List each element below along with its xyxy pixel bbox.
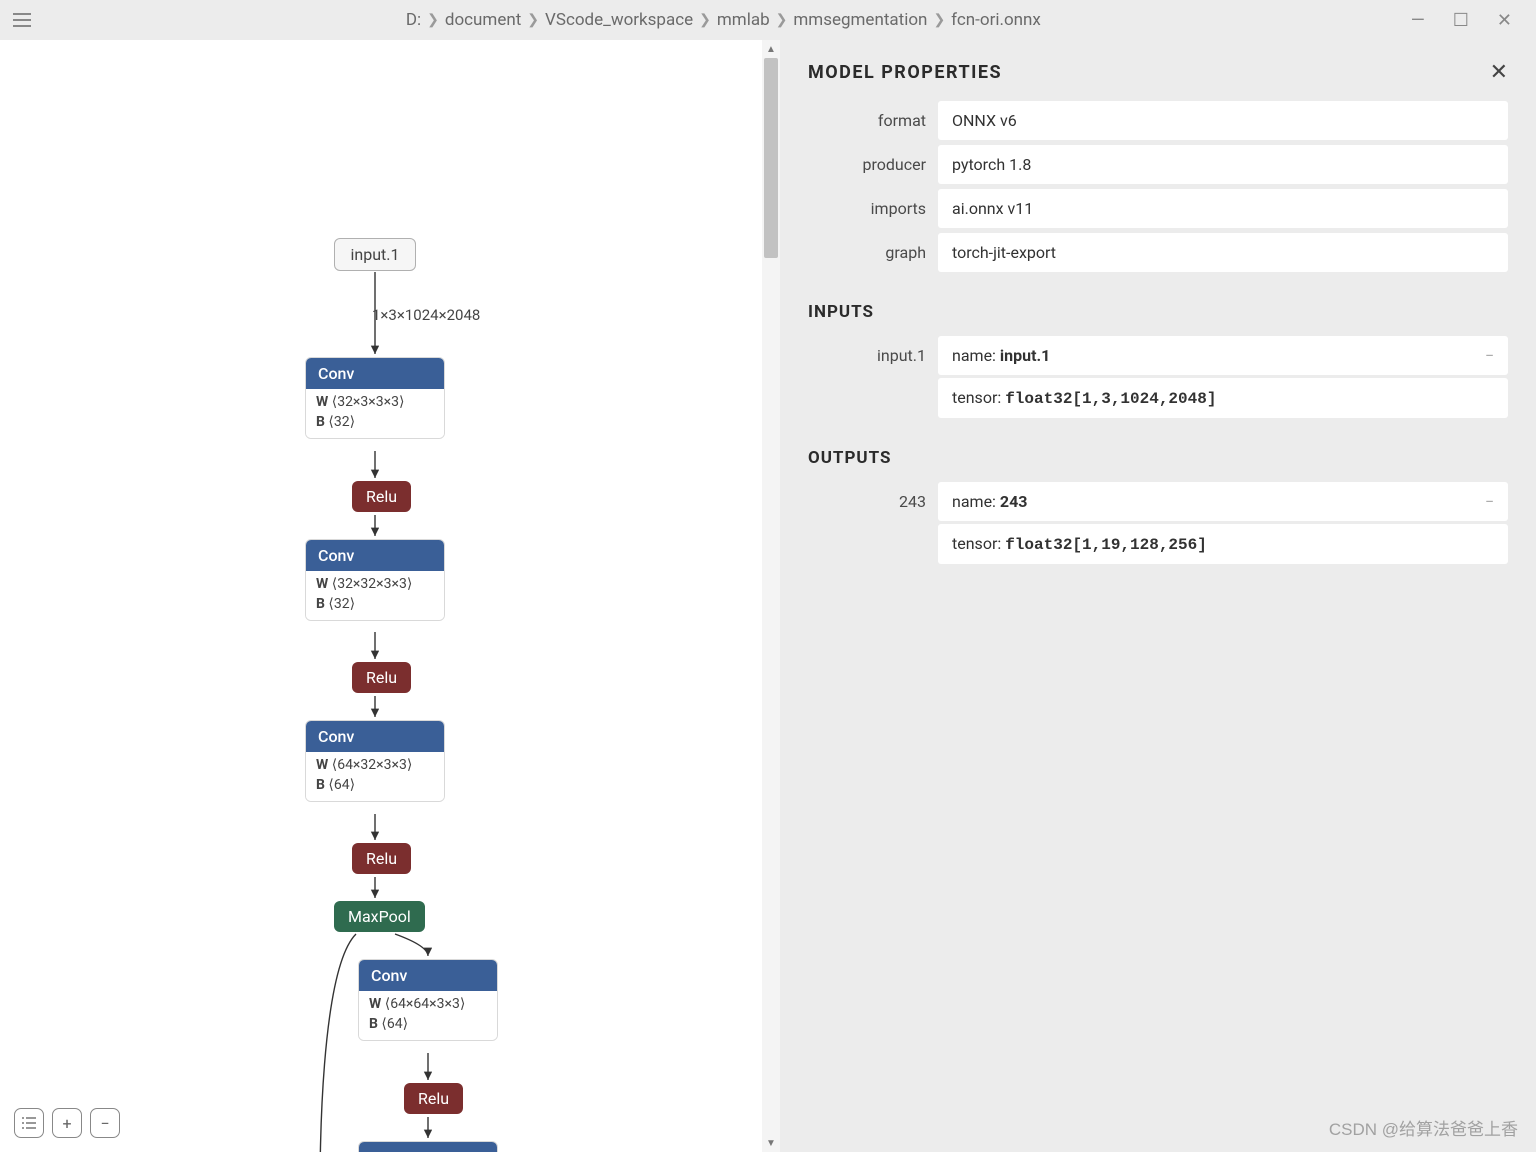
breadcrumb: D: ❯ document ❯ VScode_workspace ❯ mmlab ❯ mmseg… (36, 10, 1411, 30)
breadcrumb-segment[interactable]: document (445, 10, 521, 30)
tensor-dim-label: 1×3×1024×2048 (372, 306, 480, 324)
panel-title: MODEL PROPERTIES (808, 62, 1002, 83)
scrollbar-thumb[interactable] (764, 58, 778, 258)
prop-row-graph: graph torch-jit-export (808, 233, 1508, 272)
watermark: CSDN @给算法爸爸上香 (1329, 1115, 1518, 1140)
conv-node-5[interactable]: Conv (358, 1141, 498, 1152)
chevron-right-icon: ❯ (427, 12, 439, 28)
breadcrumb-segment[interactable]: mmsegmentation (793, 10, 927, 30)
relu-node-2[interactable]: Relu (352, 662, 411, 693)
list-view-icon[interactable] (14, 1108, 44, 1138)
inputs-header: INPUTS (808, 302, 1508, 322)
conv-node-4[interactable]: Conv W ⟨64×64×3×3⟩ B ⟨64⟩ (358, 959, 498, 1041)
titlebar: D: ❯ document ❯ VScode_workspace ❯ mmlab ❯ mmseg… (0, 0, 1536, 40)
minimize-icon[interactable]: — (1411, 10, 1425, 31)
breadcrumb-segment[interactable]: VScode_workspace (545, 10, 693, 30)
close-icon[interactable]: ✕ (1497, 10, 1512, 31)
canvas-controls: + − (14, 1108, 120, 1138)
chevron-right-icon: ❯ (776, 12, 788, 28)
prop-row-producer: producer pytorch 1.8 (808, 145, 1508, 184)
outputs-header: OUTPUTS (808, 448, 1508, 468)
output-row: 243 name: 243− tensor: float32[1,19,128,… (808, 482, 1508, 564)
breadcrumb-segment[interactable]: D: (406, 10, 421, 30)
chevron-right-icon: ❯ (527, 12, 539, 28)
panel-close-icon[interactable]: ✕ (1490, 60, 1508, 85)
scroll-up-icon[interactable]: ▲ (762, 40, 780, 58)
scroll-down-icon[interactable]: ▼ (762, 1134, 780, 1152)
conv-node-1[interactable]: Conv W ⟨32×3×3×3⟩ B ⟨32⟩ (305, 357, 445, 439)
chevron-right-icon: ❯ (933, 12, 945, 28)
zoom-out-icon[interactable]: − (90, 1108, 120, 1138)
graph-canvas[interactable]: input.1 1×3×1024×2048 Conv W ⟨32×3×3×3⟩ … (0, 40, 780, 1152)
maxpool-node[interactable]: MaxPool (334, 901, 425, 932)
hamburger-icon[interactable] (8, 6, 36, 34)
prop-row-format: format ONNX v6 (808, 101, 1508, 140)
breadcrumb-segment[interactable]: fcn-ori.onnx (951, 10, 1041, 30)
chevron-right-icon: ❯ (699, 12, 711, 28)
relu-node-3[interactable]: Relu (352, 843, 411, 874)
scrollbar[interactable]: ▲ ▼ (762, 40, 780, 1152)
prop-row-imports: imports ai.onnx v11 (808, 189, 1508, 228)
breadcrumb-segment[interactable]: mmlab (717, 10, 770, 30)
properties-panel: MODEL PROPERTIES ✕ format ONNX v6 produc… (780, 40, 1536, 1152)
zoom-in-icon[interactable]: + (52, 1108, 82, 1138)
conv-node-3[interactable]: Conv W ⟨64×32×3×3⟩ B ⟨64⟩ (305, 720, 445, 802)
conv-node-2[interactable]: Conv W ⟨32×32×3×3⟩ B ⟨32⟩ (305, 539, 445, 621)
relu-node-4[interactable]: Relu (404, 1083, 463, 1114)
maximize-icon[interactable]: ☐ (1453, 10, 1469, 31)
input-node[interactable]: input.1 (334, 238, 416, 271)
window-controls: — ☐ ✕ (1411, 10, 1528, 31)
relu-node-1[interactable]: Relu (352, 481, 411, 512)
input-row: input.1 name: input.1− tensor: float32[1… (808, 336, 1508, 418)
